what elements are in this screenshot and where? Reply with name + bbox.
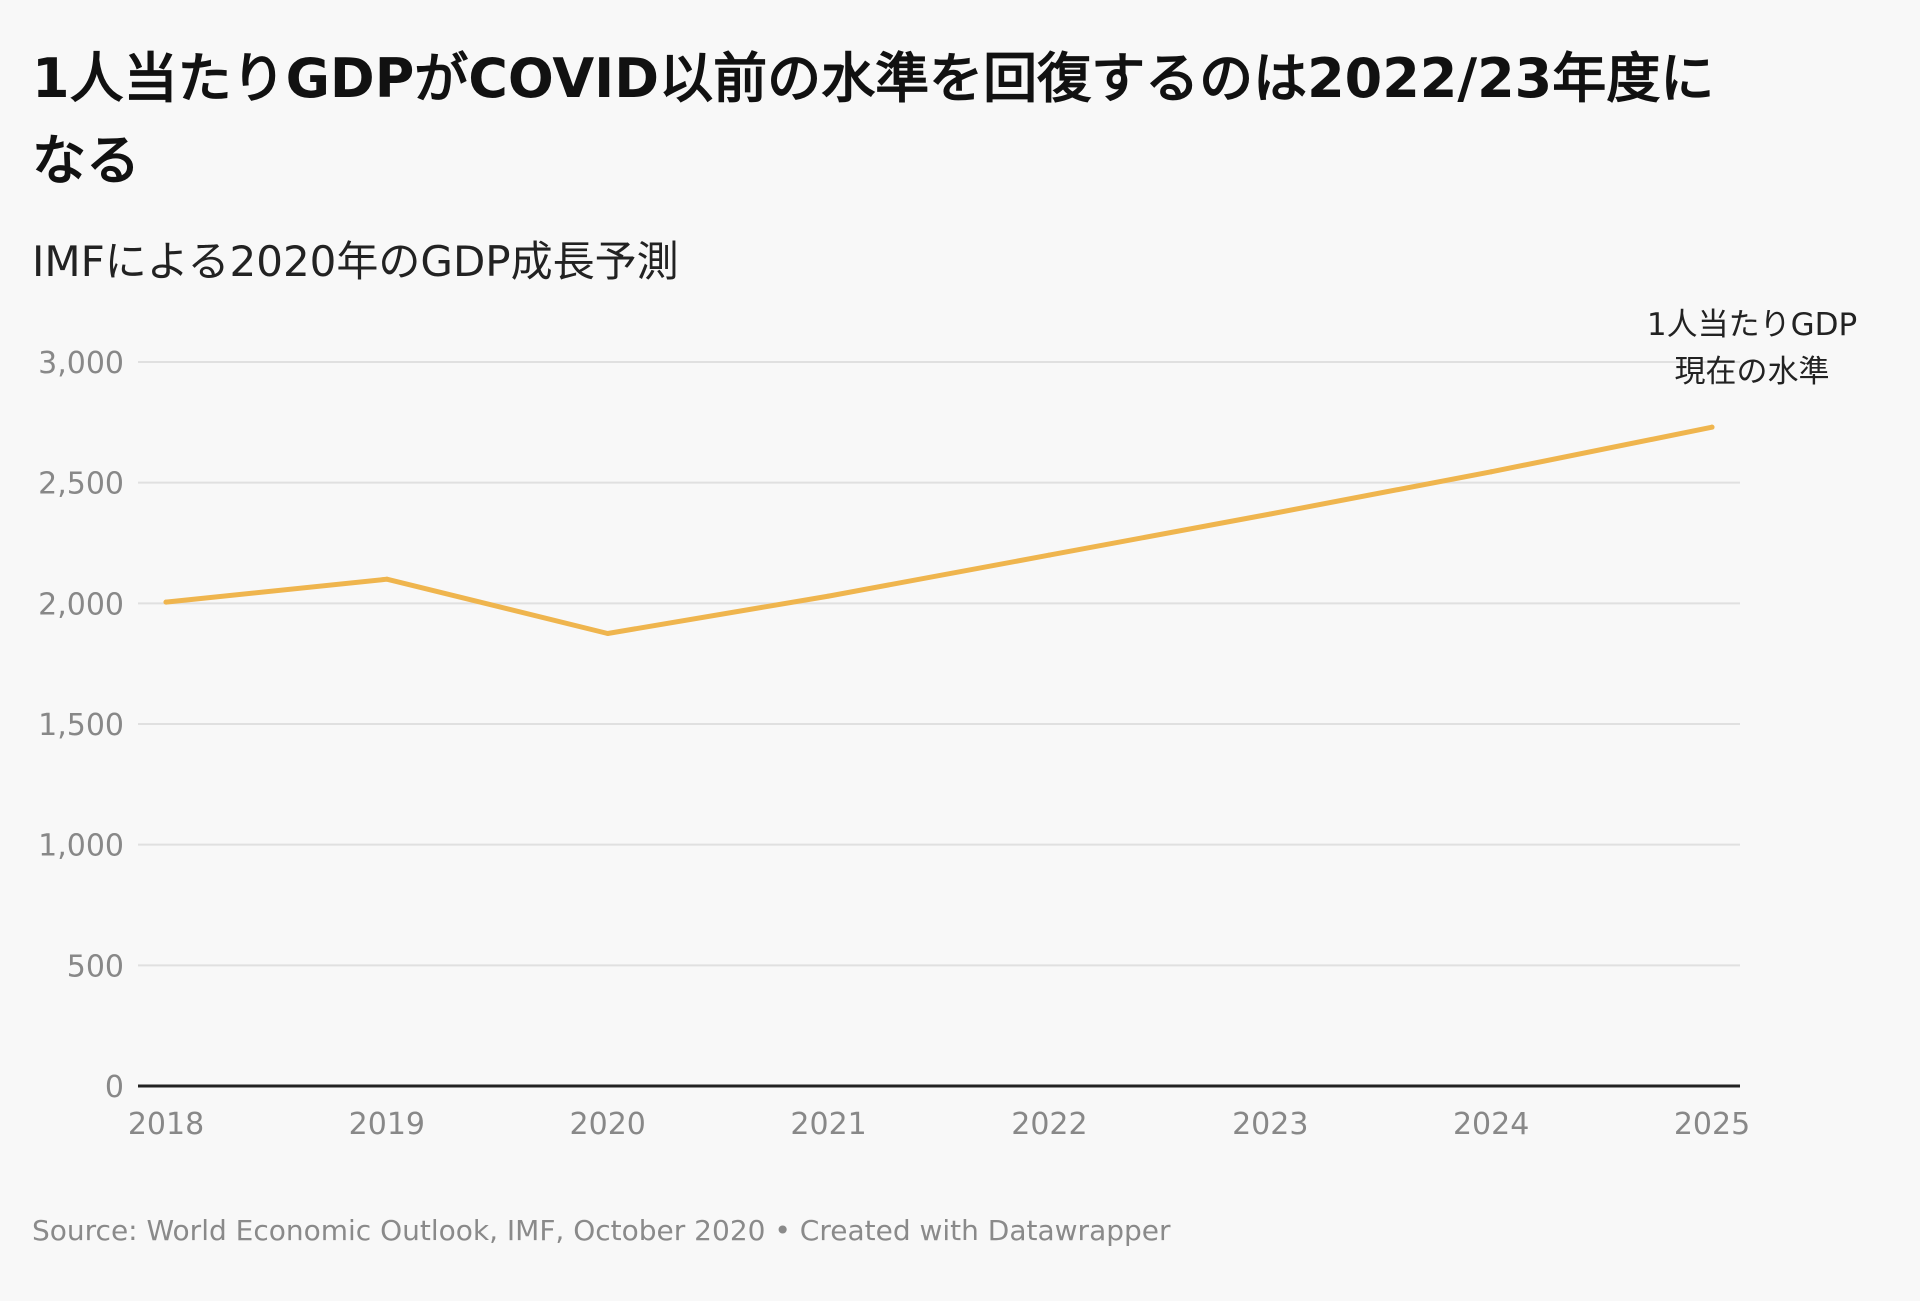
chart-title: 1人当たりGDPがCOVID以前の水準を回復するのは2022/23年度になる [32, 47, 1715, 192]
y-tick-label: 500 [67, 949, 124, 984]
data-point [826, 593, 832, 599]
x-tick-label: 2019 [349, 1107, 425, 1142]
x-tick-label: 2020 [570, 1107, 646, 1142]
x-tick-label: 2024 [1453, 1107, 1529, 1142]
chart-subtitle: IMFによる2020年のGDP成長予測 [32, 237, 679, 286]
credit-text: Created with Datawrapper [799, 1214, 1171, 1247]
x-tick-label: 2023 [1232, 1107, 1308, 1142]
data-point [1488, 469, 1494, 475]
data-point [605, 631, 611, 636]
y-tick-label: 3,000 [38, 346, 124, 381]
series-label: 1人当たりGDP [1647, 307, 1857, 343]
x-tick-label: 2025 [1674, 1107, 1750, 1142]
x-tick-label: 2021 [790, 1107, 866, 1142]
y-tick-label: 2,500 [38, 467, 124, 502]
x-tick-label: 2022 [1011, 1107, 1087, 1142]
y-tick-label: 1,500 [38, 708, 124, 743]
source-text: Source: World Economic Outlook, IMF, Oct… [32, 1214, 766, 1247]
x-tick-label: 2018 [128, 1107, 204, 1142]
chart-footer: Source: World Economic Outlook, IMF, Oct… [32, 1211, 1171, 1251]
data-point [163, 599, 169, 605]
series-line [163, 424, 1715, 636]
footer-separator: • [774, 1214, 791, 1247]
series-label: 現在の水準 [1675, 354, 1830, 390]
y-tick-label: 1,000 [38, 829, 124, 864]
y-tick-label: 0 [105, 1070, 124, 1105]
y-tick-label: 2,000 [38, 587, 124, 622]
data-point [1267, 511, 1273, 517]
data-point [384, 576, 390, 582]
data-point [1709, 424, 1715, 430]
data-point [1046, 552, 1052, 558]
